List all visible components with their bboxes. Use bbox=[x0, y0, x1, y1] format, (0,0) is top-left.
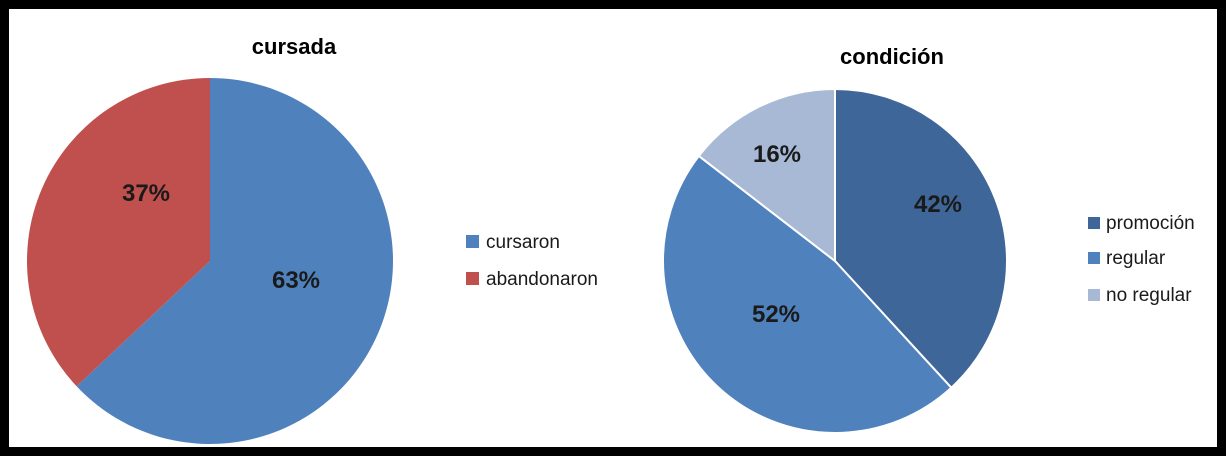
pie-slice-abandonaron bbox=[26, 77, 211, 387]
legend-swatch-abandonaron bbox=[466, 272, 479, 285]
legend-label-promocion: promoción bbox=[1106, 213, 1195, 234]
legend-swatch-no-regular bbox=[1088, 289, 1100, 301]
data-label-cursaron: 63% bbox=[272, 267, 320, 294]
legend-label-abandonaron: abandonaron bbox=[486, 269, 598, 290]
legend-label-no-regular: no regular bbox=[1106, 285, 1192, 306]
data-label-promocion: 42% bbox=[914, 191, 962, 218]
chart-title-cursada: cursada bbox=[252, 34, 337, 59]
pie-cursada: 63% 37% bbox=[26, 77, 393, 444]
pie-slice-promocion bbox=[834, 87, 1008, 390]
legend-label-cursaron: cursaron bbox=[486, 232, 560, 253]
legend-label-regular: regular bbox=[1106, 248, 1166, 269]
legend-condicion: promoción regular no regular bbox=[1088, 213, 1195, 306]
pie-chart-condicion: condición 42% 52% 16% promoción regular no… bbox=[662, 44, 1195, 434]
data-label-regular: 52% bbox=[752, 301, 800, 328]
legend-swatch-regular bbox=[1088, 252, 1100, 264]
pie-slice-cursaron bbox=[76, 78, 393, 444]
pie-chart-cursada: cursada 63% 37% cursaron abandonaron bbox=[26, 34, 598, 444]
pie-slice-regular bbox=[662, 154, 953, 434]
data-label-no-regular: 16% bbox=[753, 141, 801, 168]
data-label-abandonaron: 37% bbox=[122, 180, 170, 207]
legend-swatch-cursaron bbox=[466, 235, 479, 248]
pie-slice-no-regular bbox=[697, 87, 836, 264]
chart-title-condicion: condición bbox=[840, 44, 944, 69]
legend-cursada: cursaron abandonaron bbox=[466, 232, 598, 290]
legend-swatch-promocion bbox=[1088, 217, 1100, 229]
pie-condicion: 42% 52% 16% bbox=[662, 87, 1008, 434]
